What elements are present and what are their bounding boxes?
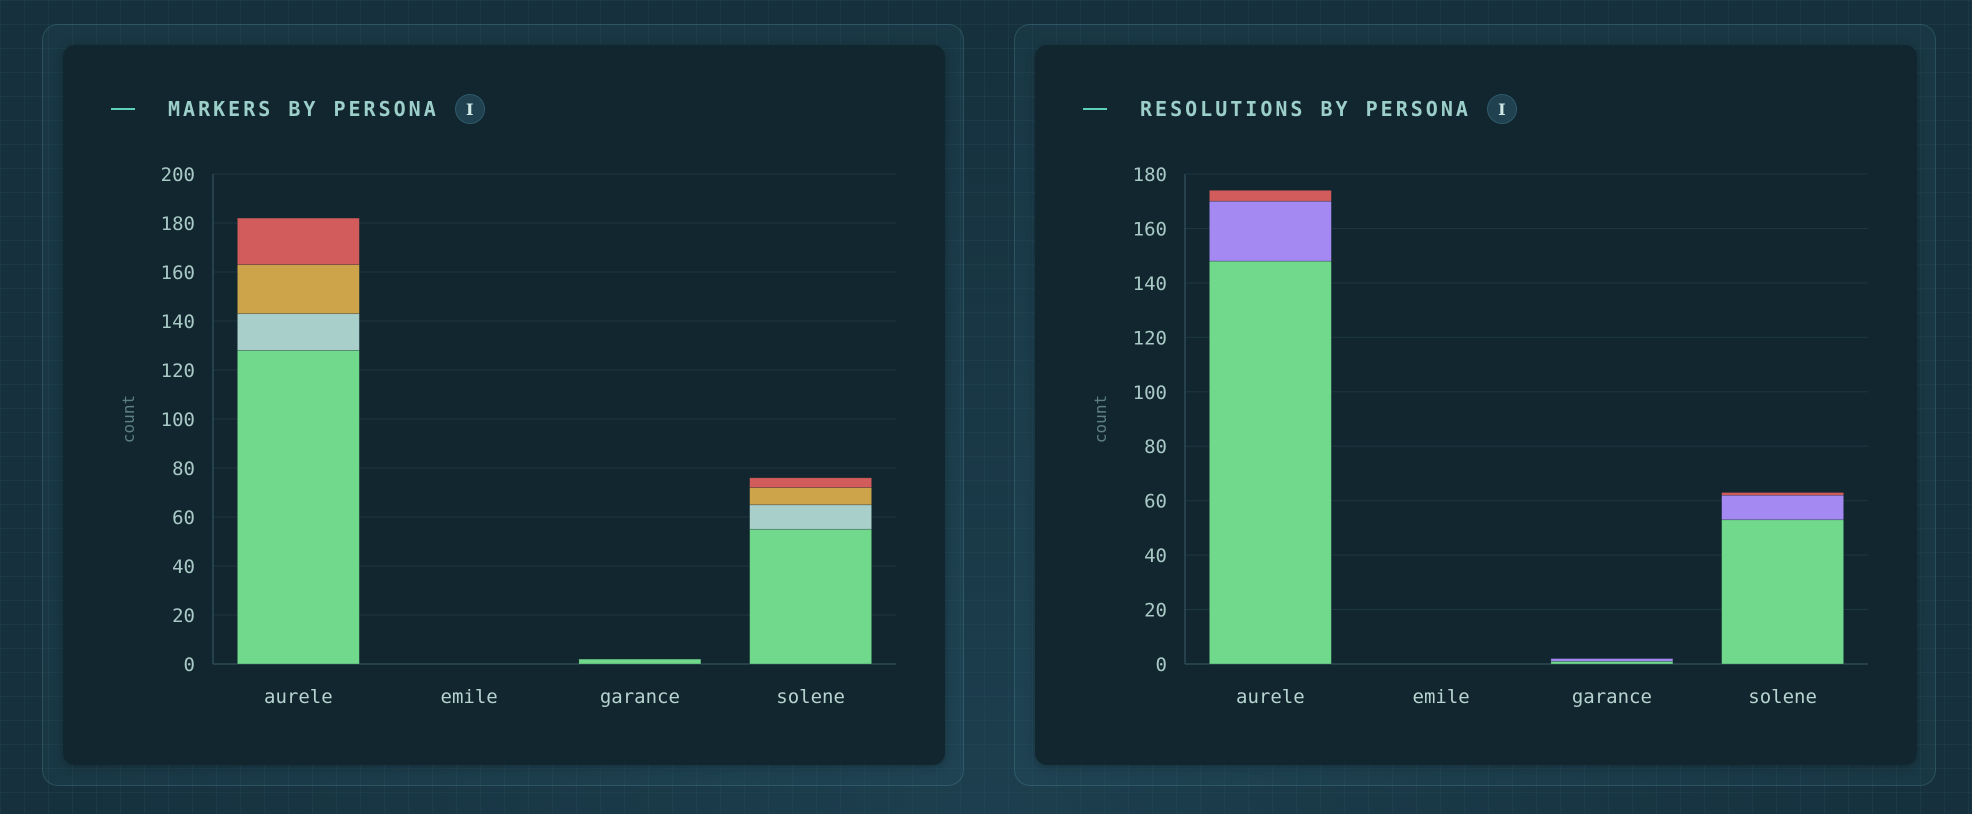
bar-segment-aurele-series-1 [237,350,360,665]
bar-segment-solene-series-2 [749,504,872,530]
markers-chart-header: MARKERS BY PERSONA I [111,93,485,125]
resolutions-chart-card: RESOLUTIONS BY PERSONA I 0 20 40 60 80 100 120… [1035,45,1917,765]
bar-segment-aurele-series-2 [1209,200,1332,262]
resolutions-chart-title: RESOLUTIONS BY PERSONA [1140,97,1471,121]
right-panel-frame: RESOLUTIONS BY PERSONA I 0 20 40 60 80 100 120… [1014,24,1936,786]
y-tick-label: 40 [1144,545,1167,567]
y-tick-label: 180 [1133,164,1167,186]
resolutions-chart: 0 20 40 60 80 100 120 140 160 180 count aurele emile… [1091,164,1868,708]
info-icon[interactable]: I [454,94,485,124]
bar-segment-solene-series-4 [749,477,872,488]
y-tick-label: 20 [1144,600,1167,622]
x-tick-label: emile [441,686,498,708]
dash-icon [1083,108,1107,110]
y-tick-label: 100 [1133,382,1167,404]
y-tick-label: 80 [172,458,195,480]
bar-segment-aurele-series-2 [237,313,360,351]
y-tick-label: 20 [172,605,195,627]
y-tick-label: 40 [172,556,195,578]
x-tick-label: emile [1413,686,1470,708]
y-axis-label: count [1091,395,1110,443]
info-icon[interactable]: I [1486,94,1517,124]
bar-segment-aurele-series-1 [1209,260,1332,665]
y-tick-label: 200 [161,164,195,186]
y-tick-label: 120 [161,360,195,382]
y-tick-label: 0 [184,654,195,676]
bar-segment-garance-series-1 [578,658,702,665]
bar-segment-aurele-series-3 [237,264,360,315]
bar-segment-garance-series-2 [1550,658,1674,662]
y-tick-label: 160 [1133,218,1167,240]
y-tick-label: 60 [1144,491,1167,513]
left-panel-frame: MARKERS BY PERSONA I 0 20 40 60 80 100 120 140 1… [42,24,964,786]
x-tick-label: aurele [1236,686,1305,708]
bar-segment-solene-series-3 [1721,492,1844,496]
x-tick-label: solene [1748,686,1817,708]
y-axis-label: count [119,395,138,443]
markers-chart-title: MARKERS BY PERSONA [168,97,439,121]
bar-segment-aurele-series-3 [1209,189,1332,202]
markers-chart: 0 20 40 60 80 100 120 140 160 180 200 count aurele em… [119,164,896,708]
x-tick-label: garance [600,686,680,708]
y-tick-label: 100 [161,409,195,431]
bar-segment-solene-series-2 [1721,494,1844,521]
y-tick-label: 140 [1133,273,1167,295]
y-tick-label: 140 [161,311,195,333]
y-tick-label: 0 [1156,654,1167,676]
bar-segment-solene-series-3 [749,487,872,506]
resolutions-chart-header: RESOLUTIONS BY PERSONA I [1083,93,1517,125]
y-tick-label: 180 [161,213,195,235]
y-tick-label: 60 [172,507,195,529]
x-tick-label: garance [1572,686,1652,708]
y-tick-label: 160 [161,262,195,284]
bar-segment-solene-series-1 [1721,519,1844,665]
markers-chart-card: MARKERS BY PERSONA I 0 20 40 60 80 100 120 140 1… [63,45,945,765]
x-tick-label: aurele [264,686,333,708]
y-tick-label: 80 [1144,436,1167,458]
bar-segment-solene-series-1 [749,528,872,665]
dash-icon [111,108,135,110]
bar-segment-aurele-series-4 [237,217,360,266]
y-tick-label: 120 [1133,327,1167,349]
bar-segment-garance-series-1 [1550,660,1674,665]
x-tick-label: solene [776,686,845,708]
